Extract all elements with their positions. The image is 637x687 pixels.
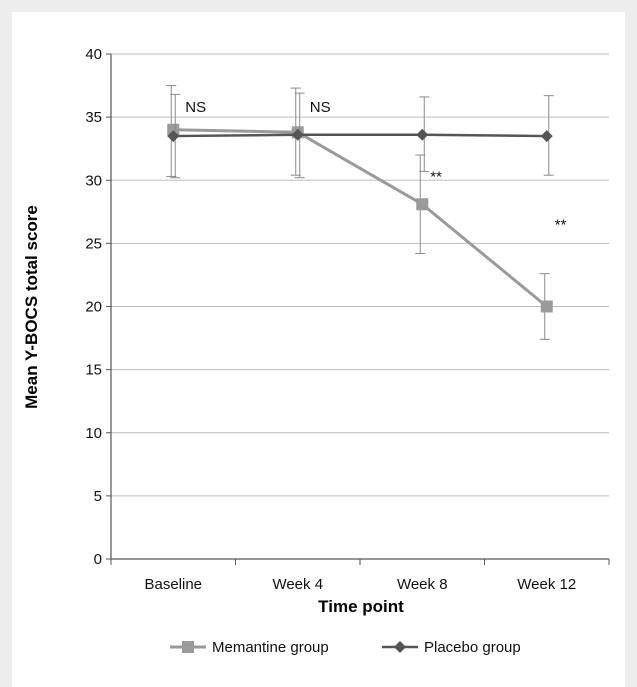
- legend-marker: [182, 641, 194, 653]
- data-point: [540, 300, 553, 313]
- annotation-label: **: [555, 216, 567, 233]
- data-point: [416, 128, 429, 141]
- chart-panel: [12, 12, 625, 687]
- y-tick-label: 15: [85, 362, 102, 379]
- y-tick-label: 25: [85, 235, 102, 252]
- x-tick-label: Week 8: [397, 576, 448, 593]
- y-tick-label: 35: [85, 109, 102, 126]
- y-tick-label: 10: [85, 425, 102, 442]
- y-tick-labels: 0 5 10 15 20 25 30 35 40: [85, 46, 102, 568]
- data-point: [167, 130, 180, 143]
- series-memantine: [166, 85, 553, 340]
- data-point: [291, 128, 304, 141]
- legend-label: Placebo group: [424, 639, 521, 656]
- legend-item: Memantine group: [170, 639, 329, 656]
- data-point: [416, 198, 429, 211]
- x-tick-label: Week 4: [272, 576, 323, 593]
- axes: [106, 53, 610, 565]
- annotation-label: NS: [310, 99, 331, 116]
- legend-label: Memantine group: [212, 639, 329, 656]
- y-tick-label: 0: [94, 551, 102, 568]
- series-placebo: [167, 92, 554, 179]
- legend: Memantine group Placebo group: [170, 639, 521, 656]
- y-tick-label: 20: [85, 299, 102, 316]
- series-line: [173, 133, 547, 138]
- x-tick-label: Week 12: [517, 576, 576, 593]
- series-line: [173, 128, 548, 308]
- data-point: [167, 123, 180, 136]
- x-tick-label: Baseline: [144, 576, 202, 593]
- legend-item: Placebo group: [382, 639, 521, 656]
- x-axis-title: Time point: [318, 597, 404, 616]
- y-tick-label: 5: [94, 488, 102, 505]
- y-axis-title: Mean Y-BOCS total score: [22, 205, 41, 409]
- data-series: [166, 85, 554, 340]
- data-point: [540, 130, 553, 143]
- y-tick-label: 30: [85, 172, 102, 189]
- gridlines: [111, 53, 609, 497]
- legend-marker: [394, 641, 406, 653]
- annotation-label: NS: [185, 99, 206, 116]
- significance-annotations: NS NS ** **: [185, 99, 566, 233]
- annotation-label: **: [430, 168, 442, 185]
- x-tick-labels: Baseline Week 4 Week 8 Week 12: [144, 576, 576, 593]
- y-tick-label: 40: [85, 46, 102, 63]
